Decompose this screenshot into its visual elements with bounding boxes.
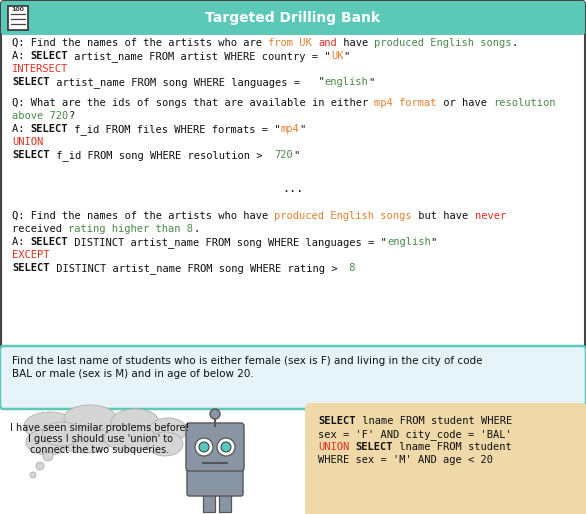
Text: mp4 format: mp4 format bbox=[374, 98, 437, 108]
Text: ": " bbox=[299, 124, 306, 134]
Text: english: english bbox=[325, 77, 368, 87]
Text: SELECT: SELECT bbox=[356, 442, 393, 452]
FancyBboxPatch shape bbox=[187, 468, 243, 496]
Text: WHERE sex = 'M' AND age < 20: WHERE sex = 'M' AND age < 20 bbox=[318, 455, 493, 465]
Text: SELECT: SELECT bbox=[30, 124, 68, 134]
Text: produced English songs: produced English songs bbox=[274, 211, 412, 221]
Text: received: received bbox=[12, 224, 68, 234]
Text: A:: A: bbox=[12, 124, 30, 134]
Ellipse shape bbox=[57, 427, 113, 453]
Text: Q: Find the names of the artists who are: Q: Find the names of the artists who are bbox=[12, 38, 268, 48]
Text: or have: or have bbox=[437, 98, 493, 108]
Text: rating higher than 8: rating higher than 8 bbox=[68, 224, 193, 234]
Bar bbox=[219, 494, 231, 512]
Text: .: . bbox=[512, 38, 518, 48]
Text: above 720: above 720 bbox=[12, 111, 68, 121]
Bar bbox=[203, 494, 215, 512]
Ellipse shape bbox=[104, 425, 156, 451]
Text: 720: 720 bbox=[274, 150, 293, 160]
Text: f_id FROM song WHERE resolution >: f_id FROM song WHERE resolution > bbox=[49, 150, 274, 161]
Text: A:: A: bbox=[12, 237, 30, 247]
Ellipse shape bbox=[24, 412, 76, 440]
Circle shape bbox=[199, 442, 209, 452]
Text: SELECT: SELECT bbox=[12, 263, 49, 273]
Text: have: have bbox=[337, 38, 374, 48]
Circle shape bbox=[210, 409, 220, 419]
Ellipse shape bbox=[26, 429, 70, 455]
Text: INTERSECT: INTERSECT bbox=[12, 64, 68, 74]
Text: Q: What are the ids of songs that are available in either: Q: What are the ids of songs that are av… bbox=[12, 98, 374, 108]
Circle shape bbox=[195, 438, 213, 456]
FancyBboxPatch shape bbox=[186, 423, 244, 471]
Text: A:: A: bbox=[12, 51, 30, 61]
Text: Find the last name of students who is either female (sex is F) and living in the: Find the last name of students who is ei… bbox=[12, 356, 482, 366]
Text: from UK: from UK bbox=[268, 38, 312, 48]
Text: ": " bbox=[343, 51, 349, 61]
Text: SELECT: SELECT bbox=[30, 237, 68, 247]
Circle shape bbox=[30, 472, 36, 478]
Text: ": " bbox=[306, 77, 325, 87]
Text: ?: ? bbox=[68, 111, 74, 121]
Text: ": " bbox=[293, 150, 299, 160]
Text: I have seen similar problems before!: I have seen similar problems before! bbox=[11, 423, 190, 433]
Text: and: and bbox=[318, 38, 337, 48]
FancyBboxPatch shape bbox=[1, 1, 585, 35]
Text: never: never bbox=[475, 211, 506, 221]
Text: ": " bbox=[431, 237, 437, 247]
Text: SELECT: SELECT bbox=[318, 416, 356, 426]
FancyBboxPatch shape bbox=[0, 346, 586, 409]
Ellipse shape bbox=[147, 432, 183, 456]
FancyBboxPatch shape bbox=[1, 1, 585, 348]
Text: resolution: resolution bbox=[493, 98, 556, 108]
Circle shape bbox=[43, 451, 53, 461]
Text: mp4: mp4 bbox=[281, 124, 299, 134]
Text: EXCEPT: EXCEPT bbox=[12, 250, 49, 260]
Text: UNION: UNION bbox=[318, 442, 349, 452]
Text: I guess I should use 'union' to: I guess I should use 'union' to bbox=[28, 434, 172, 444]
Text: SELECT: SELECT bbox=[12, 150, 49, 160]
Text: english: english bbox=[387, 237, 431, 247]
Bar bbox=[7, 18, 579, 32]
Ellipse shape bbox=[111, 409, 159, 435]
Ellipse shape bbox=[149, 418, 187, 442]
Text: Q: Find the names of the artists who have: Q: Find the names of the artists who hav… bbox=[12, 211, 274, 221]
Text: UK: UK bbox=[331, 51, 343, 61]
Text: but have: but have bbox=[412, 211, 475, 221]
Circle shape bbox=[221, 442, 231, 452]
Text: DISTINCT artist_name FROM song WHERE languages = ": DISTINCT artist_name FROM song WHERE lan… bbox=[68, 237, 387, 248]
Text: DISTINCT artist_name FROM song WHERE rating >: DISTINCT artist_name FROM song WHERE rat… bbox=[49, 263, 343, 274]
Text: produced English songs: produced English songs bbox=[374, 38, 512, 48]
Circle shape bbox=[36, 462, 44, 470]
Text: BAL or male (sex is M) and in age of below 20.: BAL or male (sex is M) and in age of bel… bbox=[12, 369, 254, 379]
Text: lname FROM student WHERE: lname FROM student WHERE bbox=[356, 416, 512, 426]
Bar bbox=[8, 6, 28, 30]
Text: ": " bbox=[368, 77, 374, 87]
Text: f_id FROM files WHERE formats = ": f_id FROM files WHERE formats = " bbox=[68, 124, 281, 135]
Circle shape bbox=[217, 438, 235, 456]
Ellipse shape bbox=[64, 405, 116, 431]
Text: ...: ... bbox=[282, 182, 304, 195]
Text: UNION: UNION bbox=[12, 137, 43, 147]
Text: .: . bbox=[193, 224, 199, 234]
FancyBboxPatch shape bbox=[305, 403, 586, 514]
Text: lname FROM student: lname FROM student bbox=[393, 442, 512, 452]
Text: connect the two subqueries.: connect the two subqueries. bbox=[30, 445, 169, 455]
Text: SELECT: SELECT bbox=[12, 77, 49, 87]
Text: artist_name FROM artist WHERE country = ": artist_name FROM artist WHERE country = … bbox=[68, 51, 331, 62]
Text: sex = 'F' AND city_code = 'BAL': sex = 'F' AND city_code = 'BAL' bbox=[318, 429, 512, 440]
Text: Targeted Drilling Bank: Targeted Drilling Bank bbox=[206, 11, 380, 25]
Text: SELECT: SELECT bbox=[30, 51, 68, 61]
Ellipse shape bbox=[42, 422, 82, 446]
Text: 8: 8 bbox=[343, 263, 356, 273]
Text: artist_name FROM song WHERE languages =: artist_name FROM song WHERE languages = bbox=[49, 77, 306, 88]
Text: 100: 100 bbox=[12, 7, 25, 12]
